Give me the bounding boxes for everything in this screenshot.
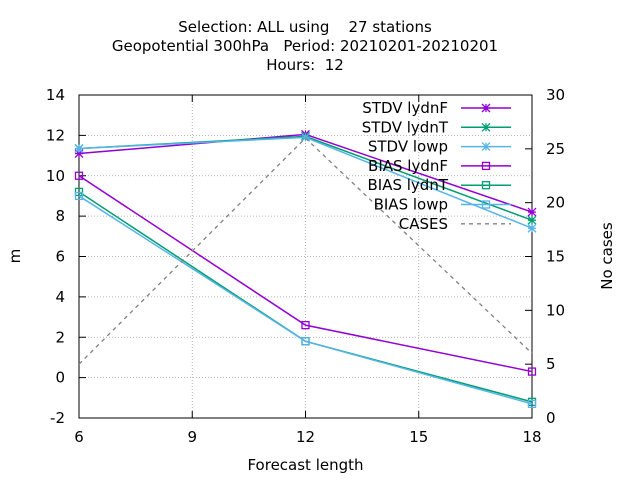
data-point	[74, 144, 84, 153]
data-point	[301, 320, 310, 330]
y2-tick-label: 25	[546, 140, 565, 158]
y-tick-label: 4	[55, 288, 65, 306]
series	[74, 129, 537, 409]
legend-label: BIAS lydnF	[368, 157, 448, 175]
legend-label: STDV lydnT	[362, 118, 449, 136]
legend-label: BIAS lydnT	[367, 176, 448, 194]
title-line: Geopotential 300hPa Period: 20210201-202…	[112, 37, 498, 55]
data-point	[481, 142, 491, 152]
series-line	[78, 137, 533, 365]
legend-label: STDV lydnF	[362, 99, 448, 117]
data-point	[527, 207, 537, 217]
y-axis-label: m	[6, 249, 24, 264]
y2-tick-label: 0	[546, 409, 556, 427]
data-point	[527, 367, 537, 376]
data-point	[527, 215, 537, 225]
y2-axis-label: No cases	[598, 222, 616, 290]
data-point	[481, 103, 491, 113]
series-line	[78, 175, 533, 373]
y-tick-label: 2	[55, 328, 65, 346]
y2-tick-label: 20	[546, 194, 565, 212]
y2-tick-label: 30	[546, 86, 565, 104]
legend-label: BIAS lowp	[374, 196, 448, 214]
y2-tick-label: 10	[546, 301, 565, 319]
series-line	[78, 195, 533, 405]
series-line	[78, 135, 533, 221]
axis-ticks: 6 9 12 15 18 -2 0 2 4 6 8 10 12 14 0 5 10 15 20 25 30	[46, 86, 565, 446]
data-point	[74, 149, 84, 159]
data-point	[481, 200, 491, 209]
y-tick-label: -2	[50, 409, 65, 427]
x-tick-label: 6	[74, 428, 84, 446]
data-point	[481, 181, 491, 190]
series-cases	[78, 137, 533, 365]
chart-title: Selection: ALL using 27 stationsGeopoten…	[112, 18, 498, 74]
data-point	[527, 223, 537, 233]
data-point	[527, 399, 537, 409]
data-point	[481, 161, 491, 171]
title-line: Selection: ALL using 27 stations	[178, 18, 432, 36]
x-tick-label: 15	[409, 428, 428, 446]
y2-tick-label: 5	[546, 355, 556, 373]
x-axis-label: Forecast length	[247, 456, 363, 474]
grid	[79, 95, 532, 418]
legend-label: STDV lowp	[368, 138, 448, 156]
series-bias-lowp	[74, 191, 537, 409]
data-point	[74, 171, 84, 180]
data-point	[74, 191, 84, 201]
x-tick-label: 18	[522, 428, 541, 446]
y-tick-label: 0	[55, 369, 65, 387]
y-tick-label: 14	[46, 86, 65, 104]
y2-tick-label: 15	[546, 248, 565, 266]
y-tick-label: 8	[55, 207, 65, 225]
legend-label: CASES	[399, 215, 448, 233]
y-tick-label: 10	[46, 167, 65, 185]
x-tick-label: 12	[296, 428, 315, 446]
data-point	[301, 337, 310, 346]
x-tick-label: 9	[187, 428, 197, 446]
series-bias-lydnf	[74, 171, 537, 376]
title-line: Hours: 12	[266, 56, 344, 74]
data-point	[481, 122, 491, 132]
y-tick-label: 12	[46, 126, 65, 144]
y-tick-label: 6	[55, 248, 65, 266]
